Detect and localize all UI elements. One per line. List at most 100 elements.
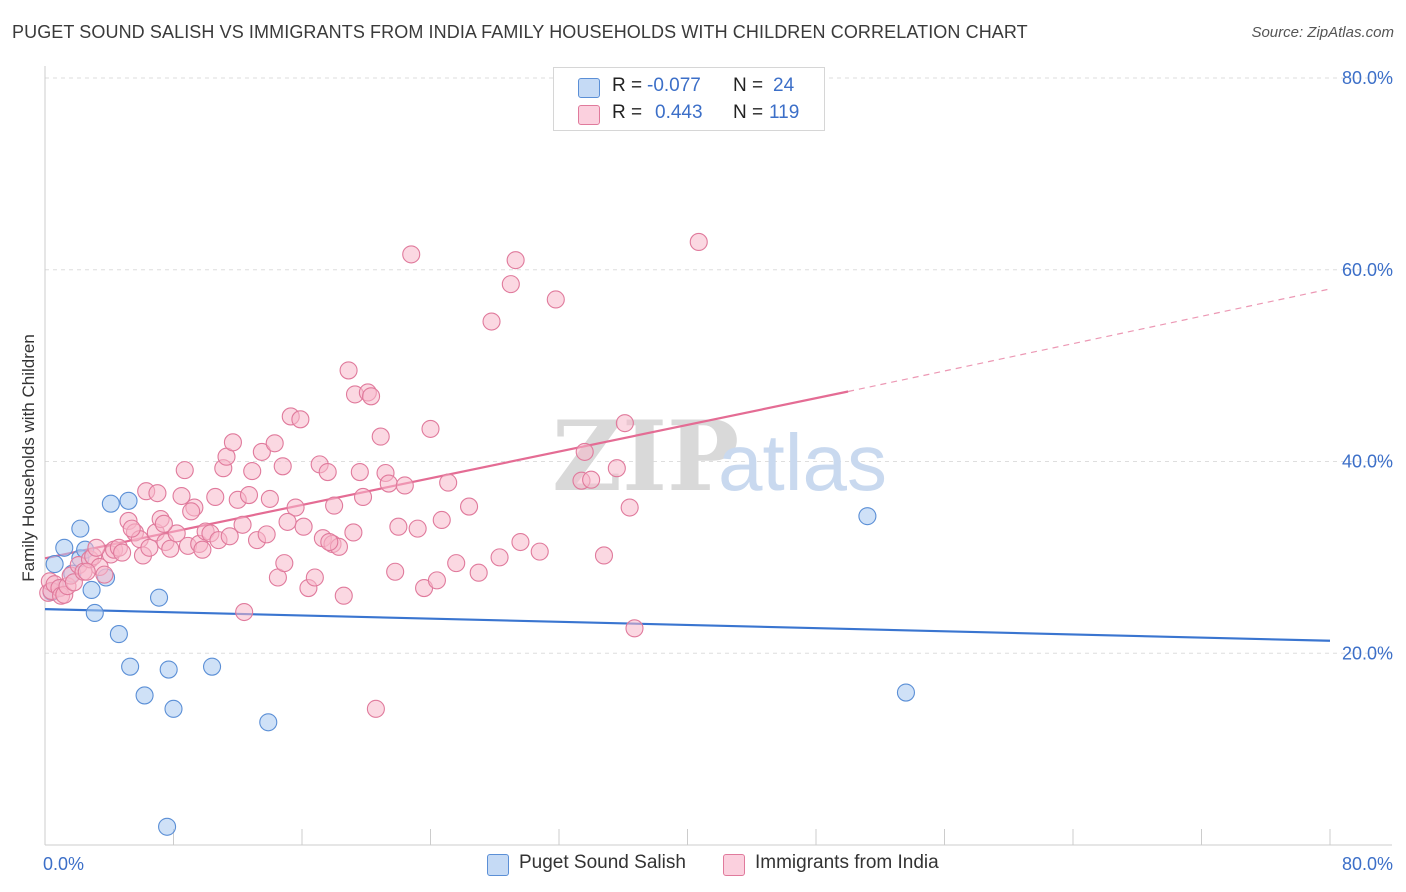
point-india xyxy=(366,699,385,718)
point-india xyxy=(233,515,252,534)
legend-n-label: N = xyxy=(733,102,764,123)
point-india xyxy=(294,517,313,536)
point-salish xyxy=(858,507,877,526)
y-axis-label: Family Households with Children xyxy=(19,334,38,582)
point-india xyxy=(220,527,239,546)
point-india xyxy=(389,517,408,536)
point-india xyxy=(432,510,451,530)
point-india xyxy=(362,387,381,406)
bottom-legend-swatch-india xyxy=(723,854,745,876)
x-tick-label-min: 0.0% xyxy=(43,854,84,874)
point-india xyxy=(172,486,191,506)
point-india xyxy=(113,543,132,562)
point-india xyxy=(193,540,212,559)
point-salish xyxy=(164,699,183,718)
bottom-legend-swatch-salish xyxy=(487,854,509,876)
point-salish xyxy=(71,519,90,538)
point-india xyxy=(95,565,114,584)
point-india xyxy=(402,245,421,264)
point-india xyxy=(689,232,708,251)
legend-n-label: N = xyxy=(733,75,764,96)
legend-n-value-salish: 24 xyxy=(773,75,795,96)
point-india xyxy=(223,433,242,452)
point-salish xyxy=(45,555,64,574)
point-india xyxy=(175,461,194,480)
legend-r-value-salish: -0.077 xyxy=(647,75,701,96)
point-india xyxy=(140,538,159,557)
trend-extension-india xyxy=(848,288,1331,393)
bottom-legend-label-salish: Puget Sound Salish xyxy=(519,852,686,873)
point-india xyxy=(395,476,414,495)
point-salish xyxy=(55,538,74,557)
point-salish xyxy=(135,686,154,705)
point-salish xyxy=(259,713,278,732)
y-tick-label: 40.0% xyxy=(1342,452,1393,472)
point-india xyxy=(167,524,186,543)
point-india xyxy=(482,312,501,331)
point-india xyxy=(305,568,324,587)
legend-r-label: R = xyxy=(612,102,643,123)
point-india xyxy=(490,548,509,567)
point-india xyxy=(257,525,276,544)
point-india xyxy=(260,489,279,508)
point-india xyxy=(511,532,530,552)
y-tick-label: 80.0% xyxy=(1342,68,1393,88)
point-india xyxy=(291,410,310,429)
point-salish xyxy=(121,657,140,676)
point-india xyxy=(386,562,405,581)
point-india xyxy=(459,497,479,516)
point-india xyxy=(439,473,458,492)
point-india xyxy=(148,484,167,503)
point-salish xyxy=(158,817,177,836)
point-india xyxy=(625,619,644,638)
legend-n-value-india: 119 xyxy=(769,102,800,123)
point-salish xyxy=(85,603,104,623)
point-india xyxy=(501,275,520,294)
point-india xyxy=(235,602,254,622)
point-india xyxy=(447,554,466,573)
tick-labels: 20.0% 40.0% 60.0% 80.0% 0.0% 80.0% Family Hous… xyxy=(19,68,1393,874)
point-india xyxy=(408,519,427,538)
point-india xyxy=(275,554,294,573)
point-india xyxy=(594,546,614,565)
legend-swatch-india xyxy=(578,105,600,125)
point-salish xyxy=(109,625,128,644)
point-salish xyxy=(119,491,138,510)
x-tick-label-max: 80.0% xyxy=(1342,854,1393,874)
point-india xyxy=(265,434,284,453)
point-india xyxy=(421,419,440,438)
legend-row-salish: R = -0.077 N = 24 xyxy=(554,74,824,102)
point-india xyxy=(530,542,549,561)
point-salish xyxy=(82,580,101,600)
axes xyxy=(44,66,1392,846)
point-india xyxy=(371,427,390,446)
watermark-atlas: atlas xyxy=(718,418,887,507)
gridlines xyxy=(45,77,1392,654)
point-india xyxy=(77,562,96,581)
point-india xyxy=(320,532,339,552)
point-salish xyxy=(159,660,178,679)
point-india xyxy=(325,496,344,515)
bottom-legend-label-india: Immigrants from India xyxy=(755,852,939,873)
bottom-legend-salish: Puget Sound Salish xyxy=(487,852,697,878)
point-india xyxy=(161,539,180,558)
point-india xyxy=(122,519,141,538)
point-india xyxy=(469,563,488,582)
point-india xyxy=(344,523,363,542)
bottom-legend-india: Immigrants from India xyxy=(723,852,963,878)
y-tick-label: 20.0% xyxy=(1342,643,1393,663)
point-india xyxy=(252,442,271,461)
point-india xyxy=(546,290,565,309)
point-india xyxy=(318,462,337,482)
point-india xyxy=(154,514,173,533)
point-salish xyxy=(149,588,169,607)
point-india xyxy=(350,462,369,482)
point-india xyxy=(427,571,446,590)
legend-r-label: R = xyxy=(612,75,643,96)
legend-r-value-india: 0.443 xyxy=(655,102,703,123)
source-credit: Source: ZipAtlas.com xyxy=(1251,24,1394,41)
point-salish xyxy=(203,657,222,676)
point-india xyxy=(620,498,639,517)
point-india xyxy=(339,361,358,380)
